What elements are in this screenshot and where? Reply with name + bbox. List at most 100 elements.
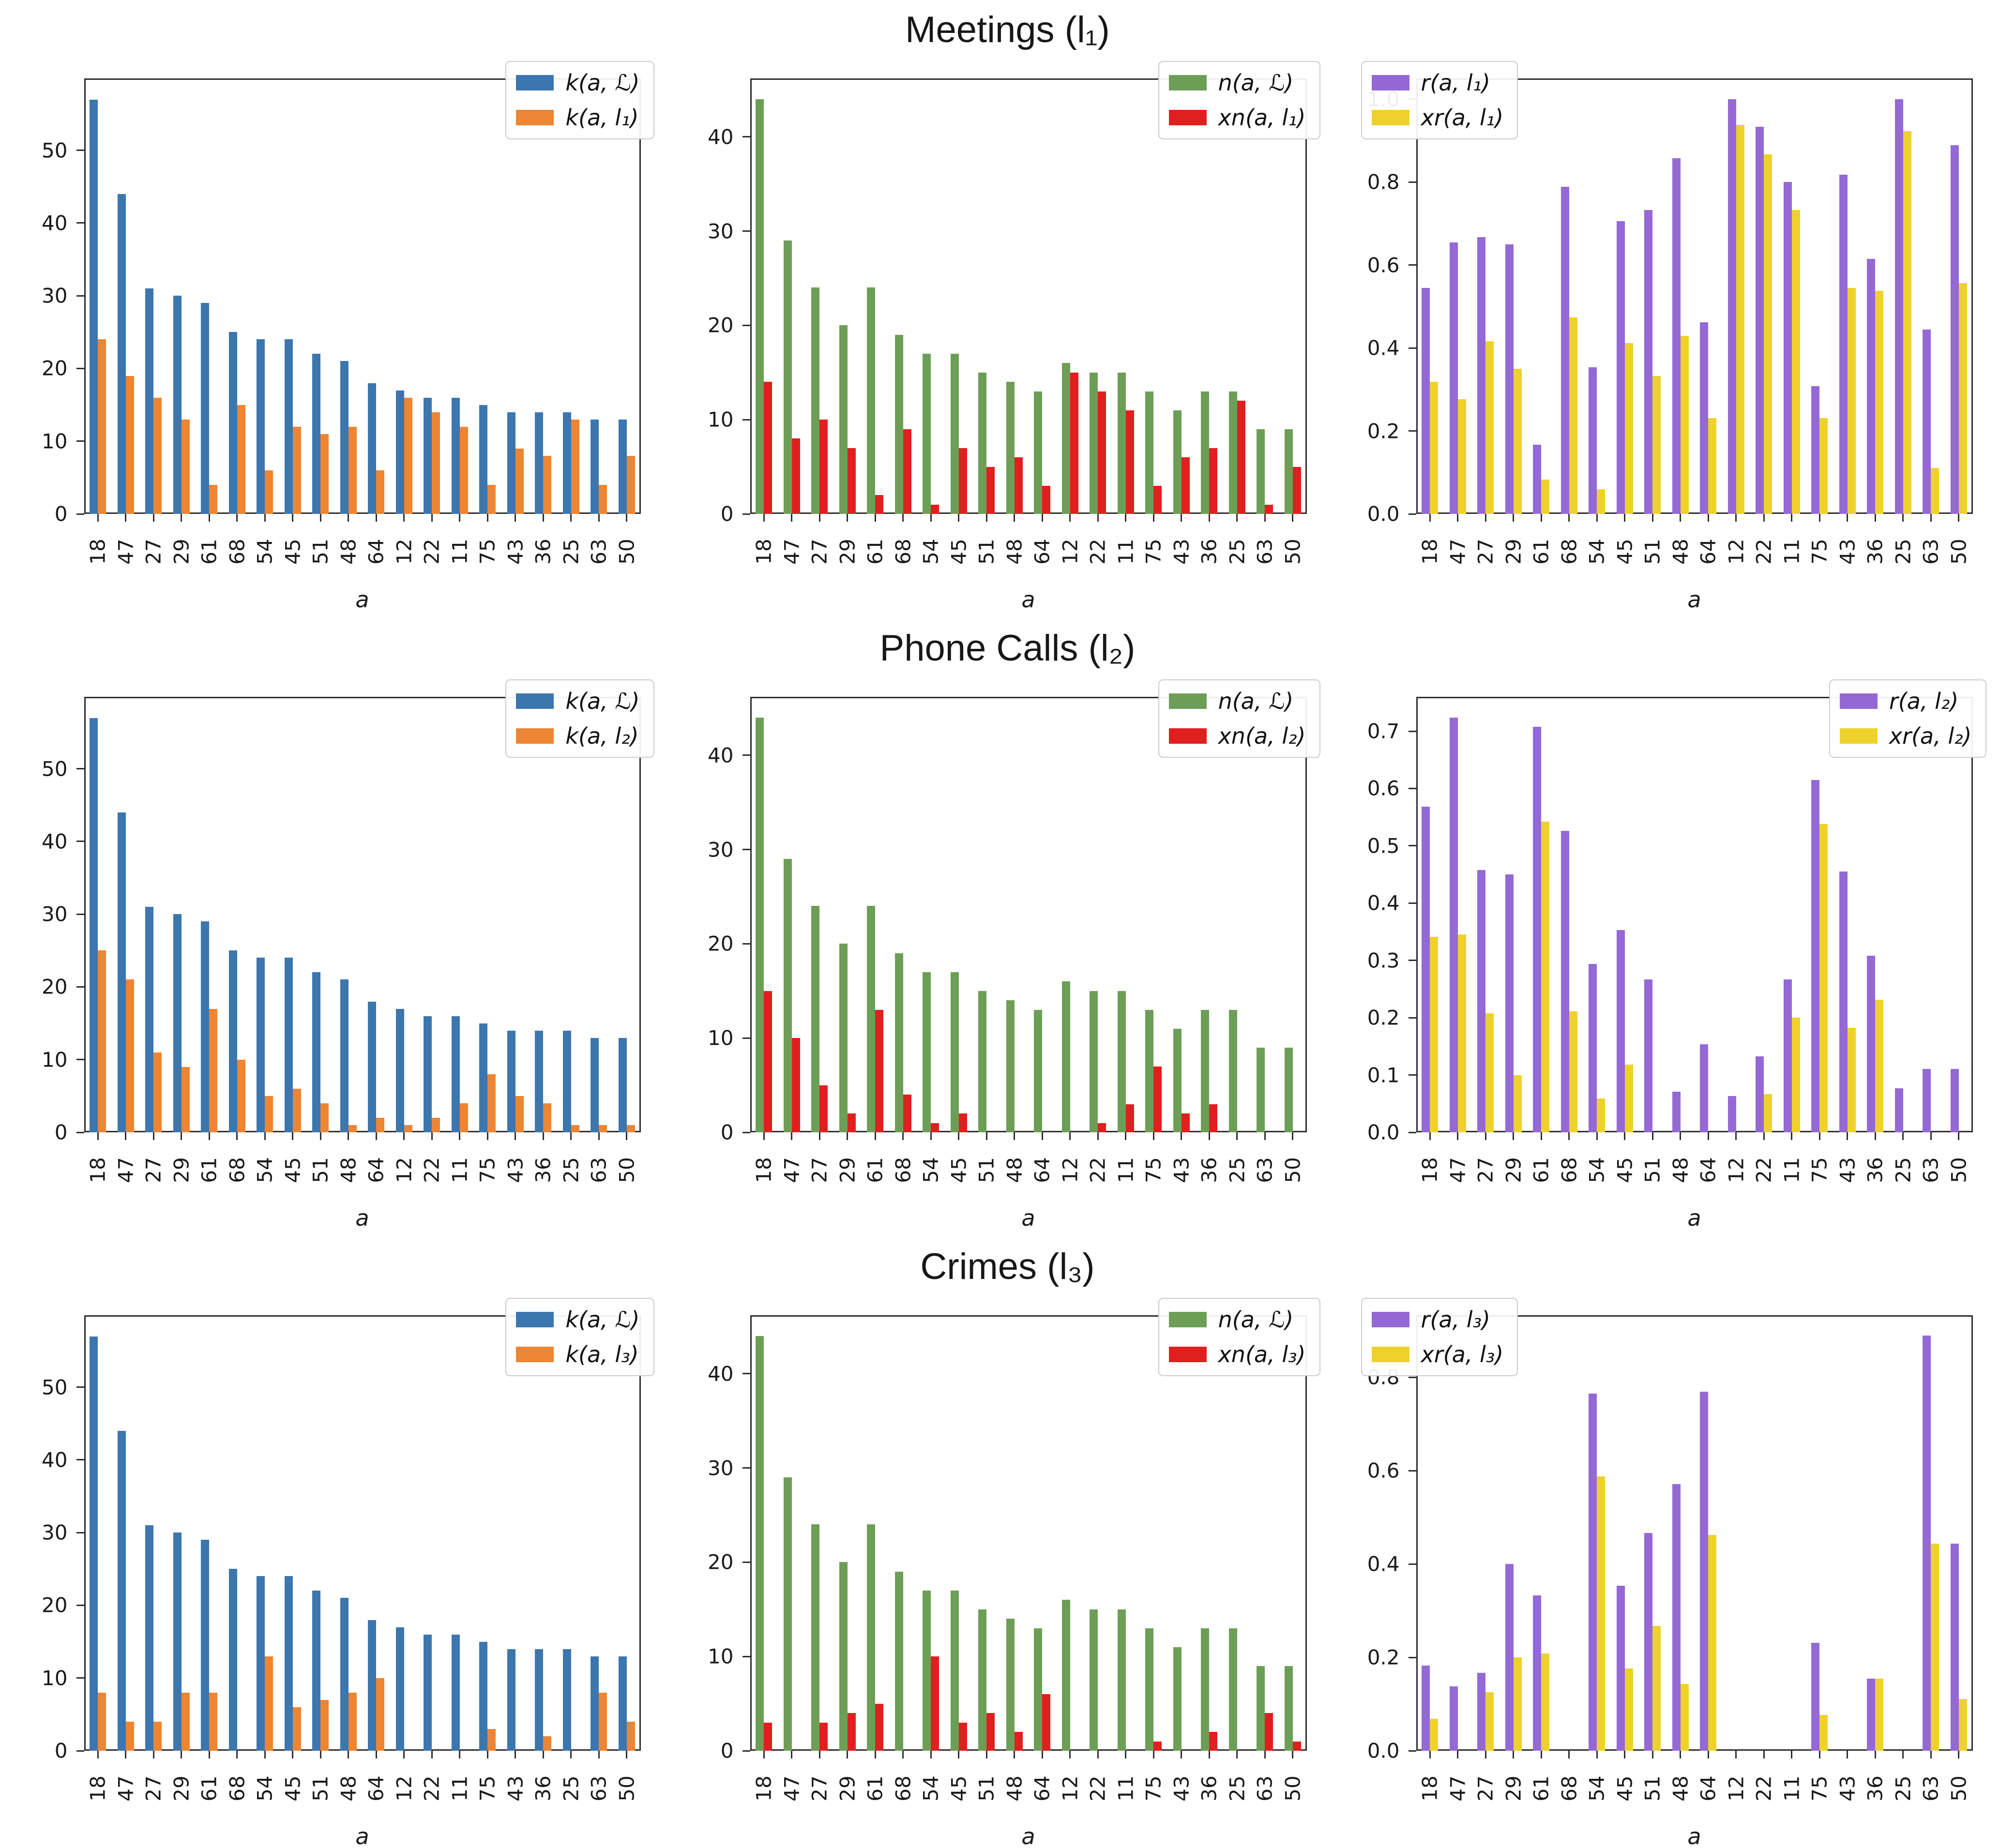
x-tick-mark — [1735, 1751, 1737, 1758]
legend-swatch — [516, 1312, 554, 1327]
y-tick-label: 30 — [708, 838, 734, 862]
x-tick-label: 22 — [1752, 1157, 1776, 1183]
x-tick-mark — [791, 514, 793, 522]
bar — [507, 1649, 515, 1751]
x-tick-mark — [1847, 1132, 1848, 1140]
y-tick-mark — [742, 1037, 750, 1039]
x-tick-label: 45 — [281, 539, 305, 565]
x-tick-mark — [403, 1751, 405, 1758]
bar — [1042, 485, 1051, 514]
bar — [1839, 174, 1848, 514]
x-tick-label: 27 — [141, 1775, 166, 1802]
x-tick-mark — [208, 1751, 210, 1758]
bar — [173, 914, 182, 1132]
x-tick-mark — [1208, 1751, 1210, 1758]
bar — [1125, 1104, 1134, 1132]
x-tick-mark — [431, 514, 433, 522]
x-tick-mark — [1847, 514, 1848, 522]
legend-label: k(a, ℒ) — [565, 70, 640, 96]
x-tick-label: 63 — [1253, 1157, 1277, 1183]
x-tick-label: 36 — [1197, 539, 1221, 565]
x-axis-label: a — [1021, 1205, 1035, 1231]
legend-swatch — [1168, 1312, 1207, 1327]
bar — [1228, 391, 1237, 514]
x-tick-mark — [375, 514, 377, 522]
bar — [894, 334, 903, 514]
y-tick-mark — [76, 986, 84, 988]
legend-swatch — [516, 75, 554, 90]
legend-swatch — [1371, 1347, 1409, 1362]
bar — [571, 419, 579, 514]
y-tick-label: 0.1 — [1367, 1063, 1400, 1087]
legend-label: r(a, l₃) — [1421, 1307, 1490, 1333]
x-tick-mark — [292, 1132, 294, 1140]
legend-swatch — [1371, 75, 1409, 90]
x-tick-label: 45 — [1613, 1157, 1637, 1183]
bar — [424, 397, 432, 514]
bar — [1257, 1666, 1265, 1751]
x-tick-mark — [902, 514, 904, 522]
x-tick-label: 48 — [1002, 1775, 1027, 1802]
x-tick-mark — [1958, 1751, 1960, 1758]
bar — [1652, 376, 1661, 514]
x-tick-label: 68 — [891, 539, 915, 565]
x-tick-mark — [1485, 514, 1486, 522]
x-tick-mark — [1513, 514, 1515, 522]
bar — [1505, 1564, 1514, 1751]
x-tick-mark — [1264, 514, 1266, 522]
x-tick-label: 11 — [1780, 539, 1804, 565]
bar — [265, 1096, 273, 1132]
bar — [320, 1699, 329, 1751]
legend-item: xn(a, l₃) — [1168, 1341, 1306, 1367]
legend-label: n(a, ℒ) — [1218, 688, 1294, 714]
y-tick-label: 0.8 — [1367, 170, 1400, 194]
chart-crimes-n: 0 10 20 30 40 18 47 27 29 61 68 54 45 51 48 64 12 22 11 75 4… — [688, 1290, 1327, 1848]
bar — [867, 1524, 876, 1751]
x-tick-mark — [930, 514, 932, 522]
legend-item: xn(a, l₂) — [1168, 723, 1306, 749]
bar — [535, 1649, 544, 1751]
bar — [1449, 1686, 1458, 1751]
y-tick-label: 0 — [54, 502, 68, 526]
x-tick-label: 64 — [364, 1775, 388, 1802]
x-tick-label: 75 — [475, 539, 500, 565]
x-tick-label: 68 — [1557, 1775, 1581, 1802]
x-tick-label: 29 — [1501, 1775, 1526, 1802]
legend-label: xr(a, l₃) — [1421, 1341, 1504, 1367]
x-tick-label: 27 — [807, 1157, 832, 1183]
x-tick-label: 22 — [1086, 539, 1110, 565]
legend-label: n(a, ℒ) — [1218, 1307, 1294, 1333]
chart-meetings-n: 0 10 20 30 40 18 47 27 29 61 68 54 45 51 48 64 12 22 11 75 4… — [688, 53, 1327, 618]
bar — [1708, 1535, 1717, 1751]
plot-area — [1416, 78, 1973, 514]
bar — [1145, 391, 1154, 514]
bar — [1616, 221, 1625, 514]
x-tick-label: 47 — [780, 539, 804, 565]
legend-swatch — [1168, 110, 1207, 125]
x-tick-mark — [1457, 1132, 1459, 1140]
bar — [404, 397, 412, 514]
x-tick-mark — [1624, 1751, 1626, 1758]
x-tick-label: 36 — [1863, 539, 1887, 565]
x-tick-label: 22 — [1752, 1775, 1776, 1802]
legend-label: k(a, l₂) — [565, 723, 639, 749]
x-tick-label: 29 — [835, 539, 860, 565]
bar — [783, 859, 792, 1132]
bar — [153, 1052, 162, 1132]
bar — [1145, 1009, 1154, 1132]
bar — [1875, 290, 1884, 514]
x-tick-label: 51 — [1640, 1157, 1665, 1183]
x-tick-label: 18 — [752, 539, 776, 565]
x-tick-label: 11 — [1780, 1157, 1804, 1183]
x-tick-label: 51 — [308, 1775, 333, 1802]
bar — [1422, 807, 1430, 1132]
x-tick-mark — [958, 1751, 960, 1758]
bar — [90, 718, 98, 1132]
bar — [764, 991, 773, 1132]
bar — [237, 405, 245, 514]
bar — [1292, 466, 1301, 514]
x-tick-mark — [292, 514, 294, 522]
x-tick-mark — [1429, 514, 1431, 522]
x-axis-label: a — [355, 586, 369, 613]
